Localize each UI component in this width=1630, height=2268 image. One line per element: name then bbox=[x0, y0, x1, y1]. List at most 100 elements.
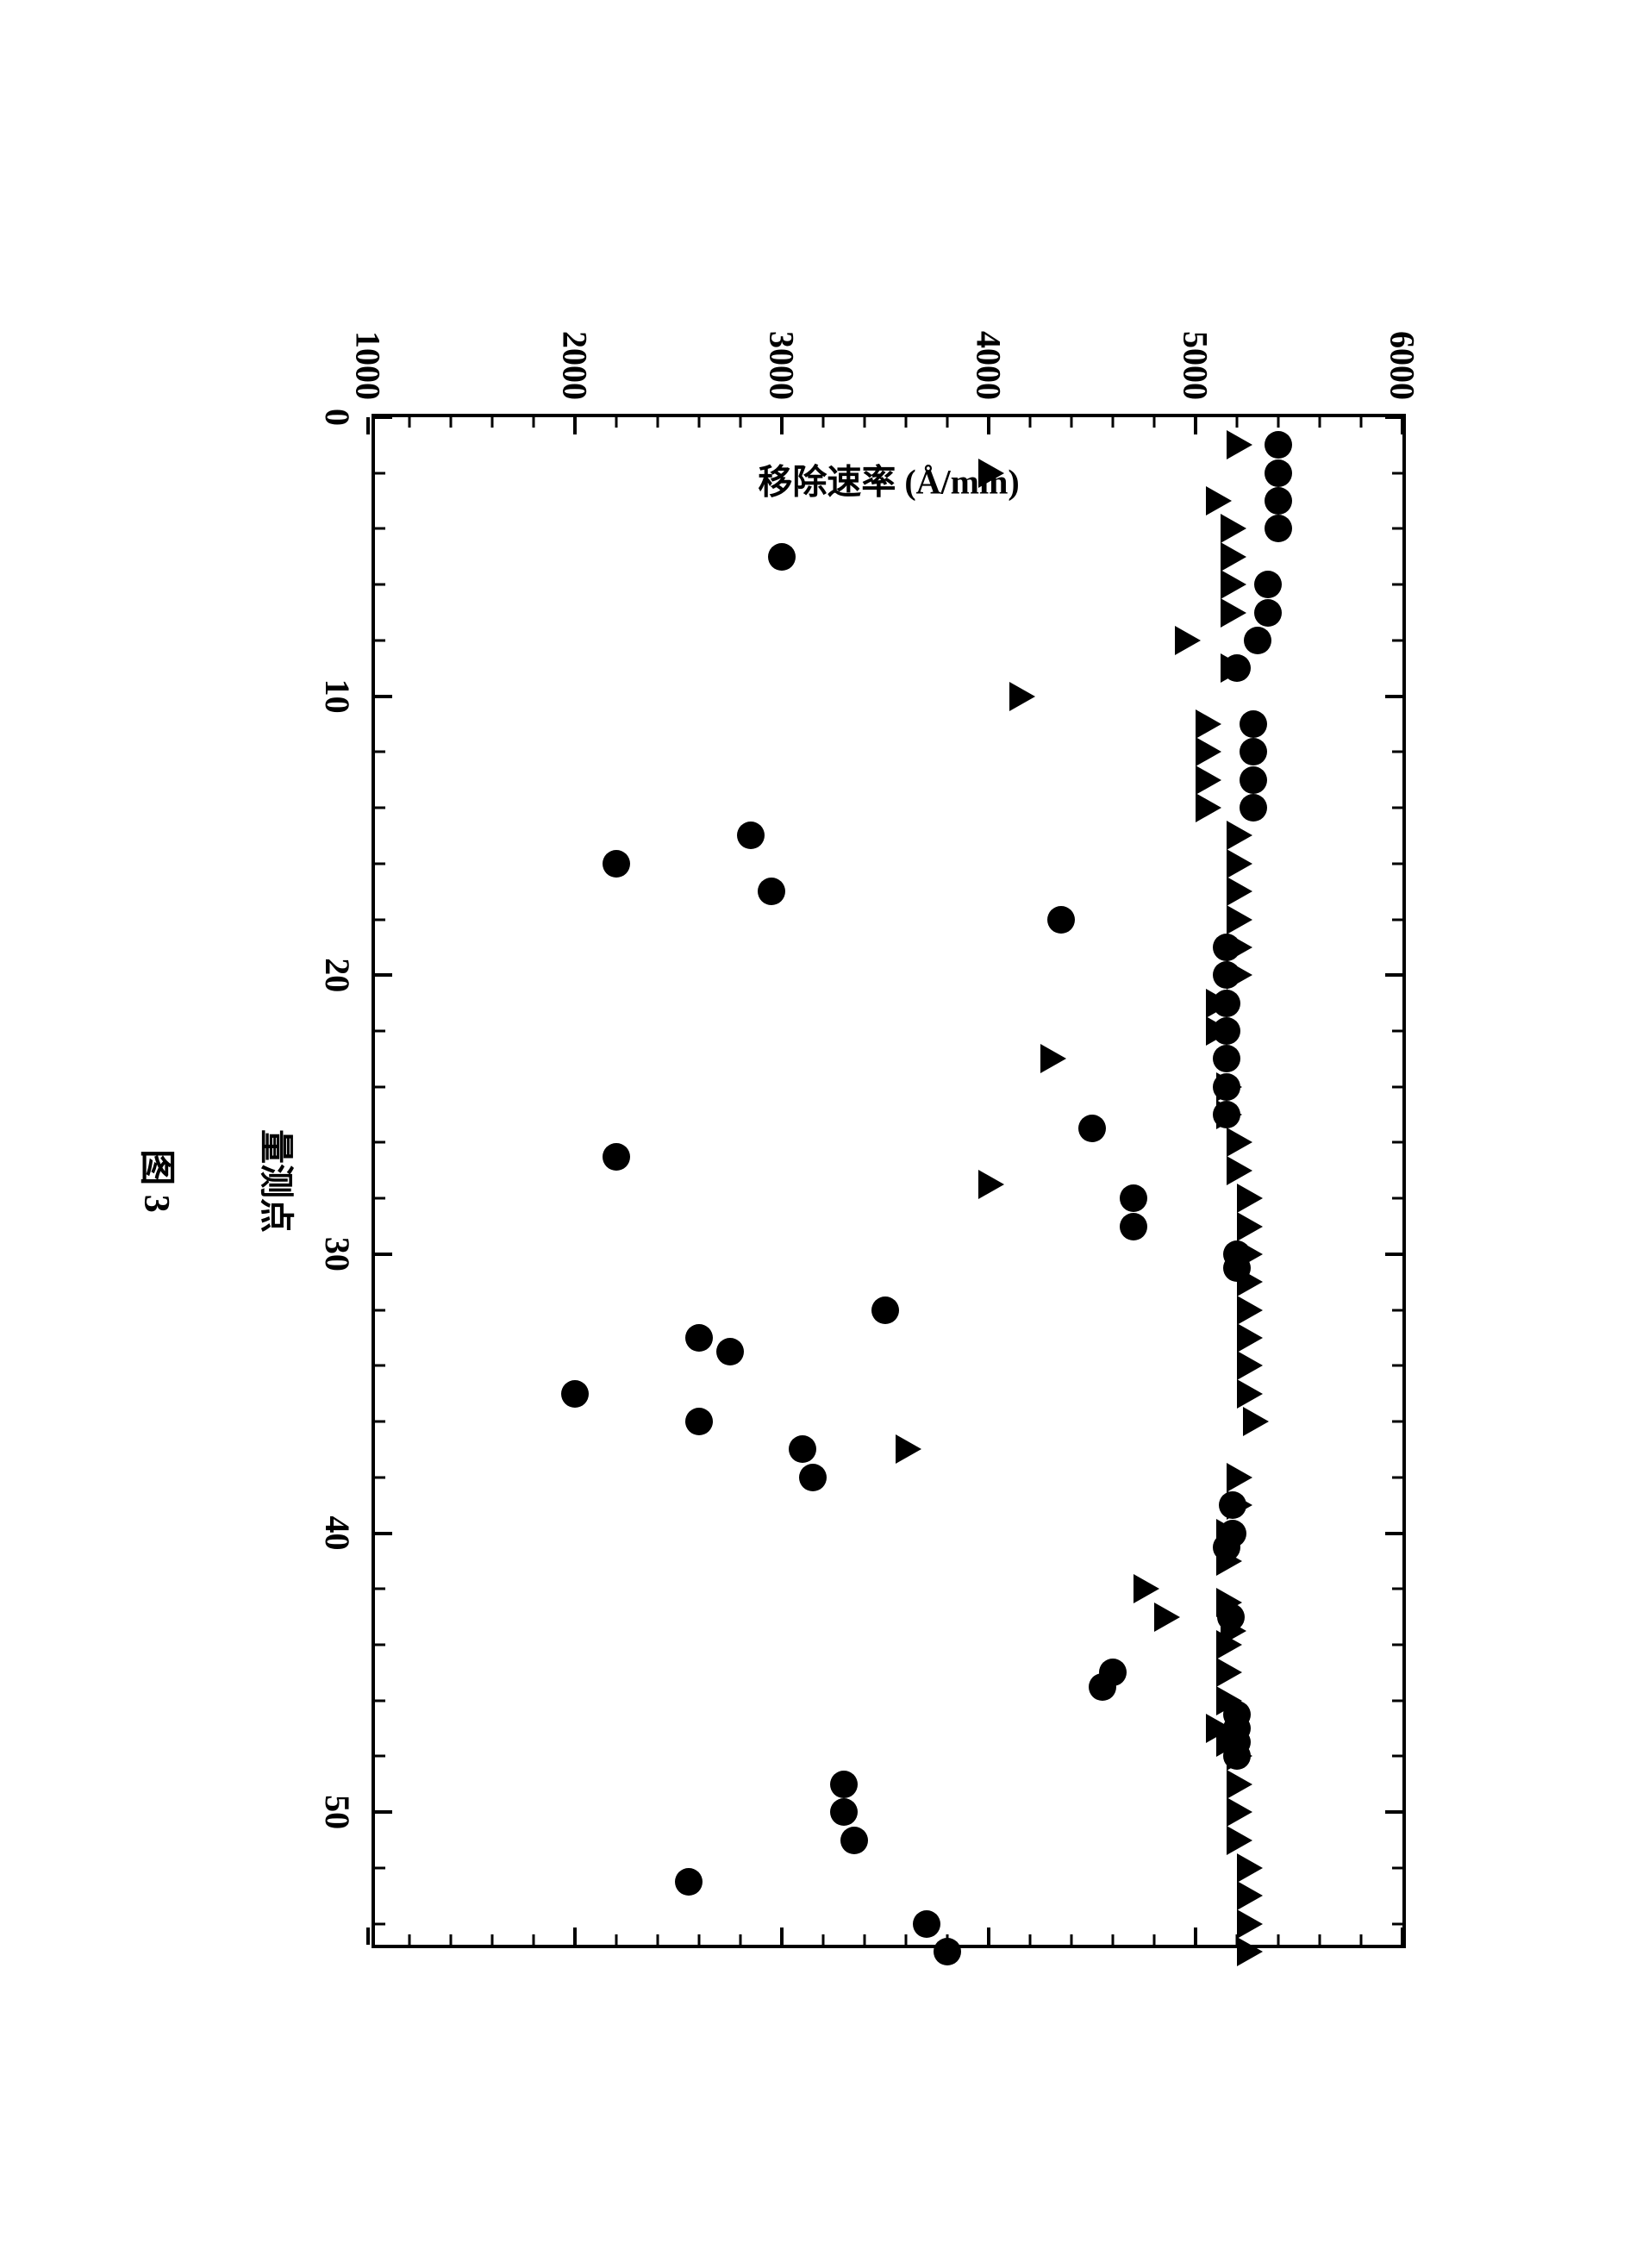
data-point-triangle bbox=[1009, 682, 1035, 711]
y-minor-tick bbox=[946, 417, 949, 428]
y-minor-tick bbox=[1112, 1934, 1115, 1945]
data-point-triangle bbox=[1237, 1323, 1263, 1353]
data-point-circle bbox=[913, 1910, 940, 1938]
data-point-circle bbox=[1213, 1045, 1240, 1072]
x-minor-tick bbox=[375, 1197, 385, 1200]
data-point-circle bbox=[1265, 431, 1292, 459]
x-minor-tick bbox=[375, 1922, 385, 1925]
data-point-triangle bbox=[1134, 1574, 1159, 1603]
x-minor-tick bbox=[375, 472, 385, 474]
chart-container: 移除速率 (Å/min) 量测点 图 3 1000200030004000500… bbox=[208, 259, 1458, 2026]
data-point-circle bbox=[1089, 1673, 1116, 1701]
data-point-circle bbox=[1254, 599, 1282, 627]
data-point-triangle bbox=[1196, 793, 1221, 822]
x-minor-tick bbox=[375, 1141, 385, 1144]
data-point-circle bbox=[1240, 794, 1267, 822]
data-point-circle bbox=[934, 1938, 961, 1965]
data-point-circle bbox=[675, 1868, 703, 1896]
x-tick-label: 10 bbox=[317, 679, 358, 714]
x-minor-tick bbox=[375, 807, 385, 809]
x-minor-tick bbox=[375, 1365, 385, 1367]
data-point-triangle bbox=[1227, 1156, 1252, 1185]
y-tick-label: 6000 bbox=[1383, 331, 1423, 400]
y-minor-tick bbox=[491, 417, 494, 428]
data-point-triangle bbox=[1216, 1546, 1242, 1576]
x-minor-tick bbox=[1392, 528, 1402, 530]
data-point-triangle bbox=[1237, 1853, 1263, 1883]
y-minor-tick bbox=[1112, 417, 1115, 428]
data-point-triangle bbox=[1196, 765, 1221, 795]
x-minor-tick bbox=[1392, 751, 1402, 753]
data-point-triangle bbox=[1227, 960, 1252, 990]
y-minor-tick bbox=[409, 1934, 411, 1945]
y-minor-tick bbox=[1360, 1934, 1363, 1945]
data-point-circle bbox=[1265, 515, 1292, 542]
y-tick-label: 4000 bbox=[969, 331, 1009, 400]
x-tick-label: 30 bbox=[317, 1237, 358, 1271]
x-tick-label: 20 bbox=[317, 958, 358, 992]
y-tick bbox=[1401, 1927, 1404, 1945]
y-minor-tick bbox=[533, 417, 535, 428]
x-minor-tick bbox=[375, 751, 385, 753]
x-tick-label: 50 bbox=[317, 1795, 358, 1829]
y-minor-tick bbox=[1277, 417, 1280, 428]
x-minor-tick bbox=[375, 639, 385, 641]
y-tick bbox=[573, 1927, 577, 1945]
y-tick-label: 5000 bbox=[1176, 331, 1216, 400]
data-point-triangle bbox=[1227, 1490, 1252, 1520]
data-point-circle bbox=[830, 1798, 858, 1826]
x-tick bbox=[375, 973, 392, 977]
x-minor-tick bbox=[375, 1421, 385, 1423]
data-point-circle bbox=[685, 1324, 713, 1352]
x-tick bbox=[1385, 1253, 1402, 1256]
y-minor-tick bbox=[822, 417, 825, 428]
x-minor-tick bbox=[375, 1588, 385, 1590]
x-minor-tick bbox=[1392, 584, 1402, 586]
y-minor-tick bbox=[657, 1934, 659, 1945]
data-point-triangle bbox=[1206, 486, 1232, 515]
data-point-triangle bbox=[1227, 821, 1252, 850]
y-tick bbox=[1401, 417, 1404, 434]
y-tick bbox=[780, 417, 784, 434]
data-point-triangle bbox=[896, 1434, 921, 1464]
data-point-triangle bbox=[1237, 1351, 1263, 1380]
y-tick-label: 3000 bbox=[762, 331, 803, 400]
x-minor-tick bbox=[1392, 1197, 1402, 1200]
data-point-triangle bbox=[1206, 1016, 1232, 1046]
x-tick bbox=[1385, 1532, 1402, 1535]
data-point-triangle bbox=[1216, 1658, 1242, 1687]
data-point-triangle bbox=[1216, 1519, 1242, 1548]
x-minor-tick bbox=[375, 1755, 385, 1758]
x-tick bbox=[1385, 415, 1402, 419]
x-tick bbox=[1385, 1810, 1402, 1814]
rotated-page: 移除速率 (Å/min) 量测点 图 3 1000200030004000500… bbox=[0, 0, 1630, 1630]
data-point-triangle bbox=[1221, 653, 1246, 683]
data-point-circle bbox=[603, 850, 630, 878]
y-tick bbox=[780, 1927, 784, 1945]
y-tick bbox=[366, 1927, 370, 1945]
x-minor-tick bbox=[1392, 639, 1402, 641]
x-tick-label: 40 bbox=[317, 1516, 358, 1551]
data-point-triangle bbox=[1237, 1937, 1263, 1966]
data-point-triangle bbox=[1154, 1603, 1180, 1632]
data-point-circle bbox=[1120, 1184, 1147, 1212]
data-point-triangle bbox=[1237, 1296, 1263, 1325]
data-point-triangle bbox=[1227, 1741, 1252, 1771]
y-minor-tick bbox=[450, 417, 453, 428]
x-minor-tick bbox=[1392, 1699, 1402, 1702]
data-point-triangle bbox=[1227, 1770, 1252, 1799]
data-point-circle bbox=[830, 1771, 858, 1798]
x-minor-tick bbox=[1392, 1309, 1402, 1311]
data-point-circle bbox=[1240, 710, 1267, 738]
x-minor-tick bbox=[1392, 1365, 1402, 1367]
x-minor-tick bbox=[375, 862, 385, 865]
data-point-triangle bbox=[1237, 1240, 1263, 1269]
y-minor-tick bbox=[1319, 417, 1321, 428]
x-tick-label: 0 bbox=[317, 409, 358, 426]
data-point-triangle bbox=[1227, 1797, 1252, 1827]
x-tick bbox=[375, 695, 392, 698]
x-minor-tick bbox=[1392, 862, 1402, 865]
y-minor-tick bbox=[1029, 417, 1032, 428]
y-minor-tick bbox=[615, 417, 618, 428]
data-point-circle bbox=[758, 878, 785, 905]
